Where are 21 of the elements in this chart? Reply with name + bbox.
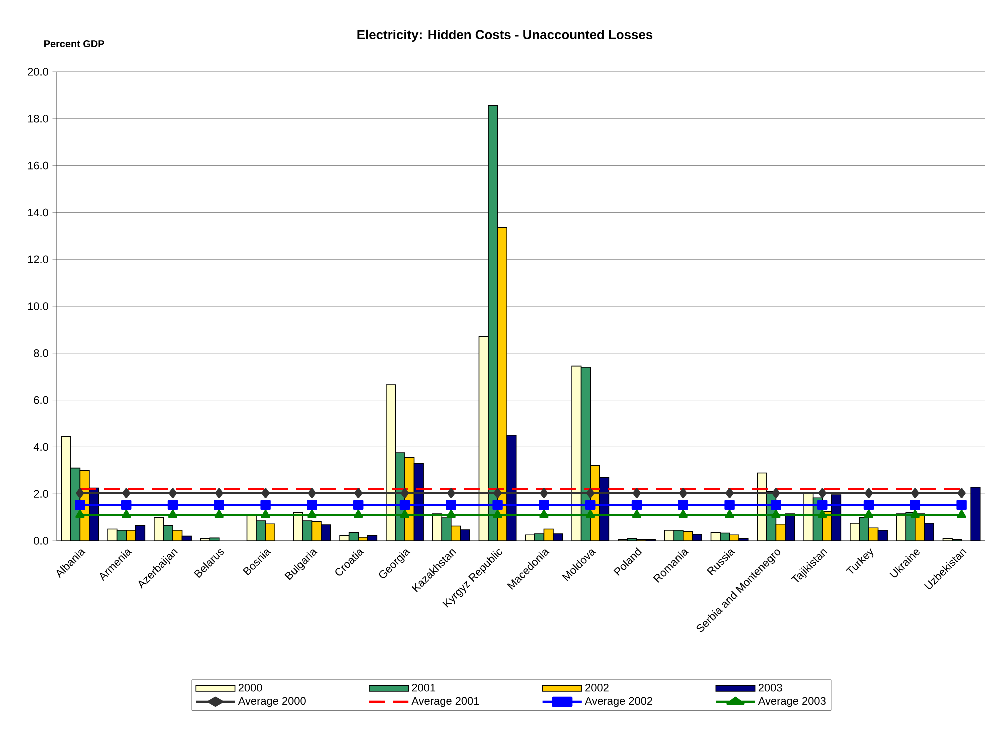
legend-label: 2003 bbox=[758, 684, 782, 692]
y-tick-label: 2.0 bbox=[34, 490, 48, 498]
chart-title: Electricity: Hidden Costs - Unaccounted Losses bbox=[358, 30, 653, 42]
legend-label: 2001 bbox=[412, 684, 436, 692]
legend-label: Average 2000 bbox=[238, 697, 306, 708]
legend-label: Average 2001 bbox=[412, 697, 480, 708]
y-tick-label: 12.0 bbox=[28, 256, 48, 264]
legend-label: 2002 bbox=[586, 684, 609, 692]
y-tick-label: 20.0 bbox=[28, 68, 48, 76]
legend-label: Average 2003 bbox=[758, 697, 826, 708]
y-tick-label: 4.0 bbox=[34, 443, 48, 452]
y-tick-label: 16.0 bbox=[28, 162, 48, 170]
y-tick-label: 10.0 bbox=[28, 302, 48, 310]
y-tick-label: 0.0 bbox=[34, 537, 48, 545]
y-axis-title: Percent GDP bbox=[44, 40, 104, 48]
y-tick-label: 18.0 bbox=[28, 115, 48, 123]
legend-label: 2000 bbox=[238, 684, 262, 692]
legend-label: Average 2002 bbox=[585, 697, 653, 708]
y-tick-label: 6.0 bbox=[34, 396, 48, 404]
y-tick-label: 8.0 bbox=[34, 350, 48, 358]
y-tick-label: 14.0 bbox=[28, 208, 48, 217]
